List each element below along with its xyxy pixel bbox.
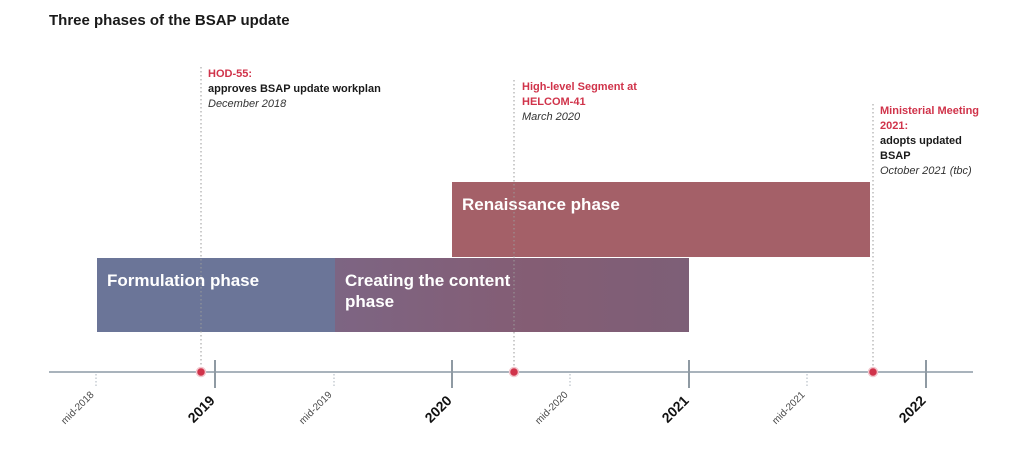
phase-formulation-label: Formulation phase	[107, 271, 260, 290]
milestone-ministerial-title: Ministerial Meeting 2021:	[880, 105, 980, 132]
phase-creating-content-label: Creating the content phase	[345, 271, 511, 311]
milestone-hod55-date: December 2018	[208, 98, 287, 110]
milestone-hod55-annotation: HOD-55: approves BSAP update workplan De…	[208, 67, 408, 112]
milestone-hod55-marker	[195, 366, 207, 378]
milestone-helcom41-marker	[508, 366, 520, 378]
milestone-ministerial-date: October 2021 (tbc)	[880, 165, 972, 177]
milestone-hod55-description: approves BSAP update workplan	[208, 83, 381, 95]
phase-formulation-bar: Formulation phase	[97, 258, 335, 332]
milestone-helcom41-date: March 2020	[522, 111, 581, 123]
page-title: Three phases of the BSAP update	[49, 12, 290, 29]
milestone-ministerial-marker	[867, 366, 879, 378]
milestone-helcom41-title: High-level Segment at HELCOM-41	[522, 81, 637, 108]
milestone-ministerial-description: adopts updated BSAP	[880, 135, 962, 162]
phase-renaissance-label: Renaissance phase	[462, 195, 620, 214]
phase-creating-content-bar: Creating the content phase	[335, 258, 689, 332]
phase-renaissance-bar: Renaissance phase	[452, 182, 870, 257]
milestone-helcom41-annotation: High-level Segment at HELCOM-41 March 20…	[522, 80, 662, 125]
milestone-ministerial-annotation: Ministerial Meeting 2021: adopts updated…	[880, 104, 990, 179]
milestone-hod55-title: HOD-55:	[208, 68, 253, 80]
